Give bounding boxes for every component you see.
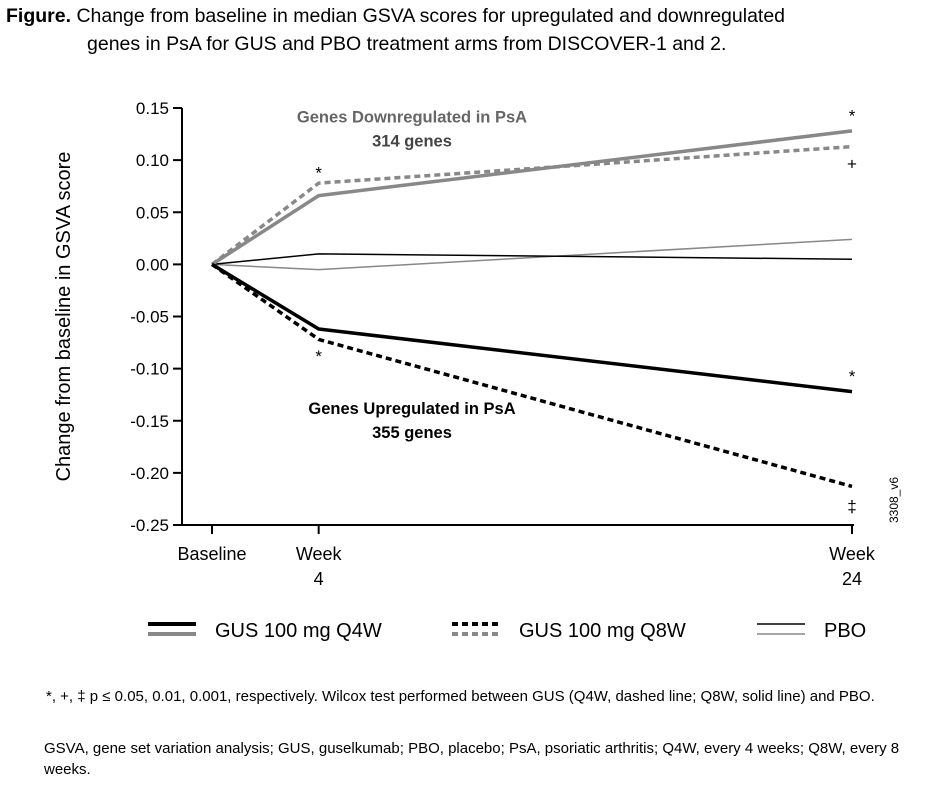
legend-swatch-pbo	[757, 623, 805, 635]
gsva-line-chart: 0.15 0.10 0.05 0.00 -0.05 -0.10 -0.15 -0.20 -0.2…	[53, 99, 901, 589]
series-line-down-gus-100-mg-q4w	[211, 129, 853, 266]
footnote-abbreviations: GSVA, gene set variation analysis; GUS, …	[44, 740, 900, 778]
y-tick-label: -0.05	[130, 308, 169, 327]
significance-mark: *	[315, 164, 322, 183]
y-tick-label: 0.05	[136, 203, 169, 222]
x-tick-label: Week	[296, 544, 343, 564]
legend-label-pbo: PBO	[824, 620, 867, 642]
figure-id-label: 3308_v6	[887, 477, 901, 523]
significance-mark: ‡	[847, 497, 856, 516]
caption-lead: Figure.	[6, 5, 72, 27]
significance-mark: *	[315, 347, 322, 366]
x-tick-label-sub: 4	[314, 569, 324, 589]
y-tick-label: 0.00	[136, 255, 169, 274]
significance-mark: +	[847, 154, 857, 173]
legend-item-q4w: GUS 100 mg Q4W	[148, 612, 382, 656]
caption-line2: genes in PsA for GUS and PBO treatment a…	[87, 33, 727, 55]
legend-item-q8w: GUS 100 mg Q8W	[452, 612, 686, 656]
y-tick-label: -0.25	[130, 516, 169, 535]
y-tick-label: -0.20	[130, 464, 169, 483]
series-line-up-pbo	[211, 253, 853, 266]
chart-annotation: Genes Upregulated in PsA	[308, 400, 515, 418]
x-tick-label-sub: 24	[842, 569, 862, 589]
legend-label-q8w: GUS 100 mg Q8W	[519, 620, 686, 642]
chart-legend: GUS 100 mg Q4W GUS 100 mg Q8W PBO	[0, 612, 945, 656]
legend-item-pbo: PBO	[757, 612, 866, 656]
y-tick-label: -0.10	[130, 360, 169, 379]
chart-annotation: Genes Downregulated in PsA	[297, 108, 527, 126]
footnote-significance: *, +, ‡ p ≤ 0.05, 0.01, 0.001, respectiv…	[46, 688, 875, 705]
y-tick-label: 0.10	[136, 151, 169, 170]
chart-annotation: 355 genes	[372, 424, 452, 442]
chart-annotation: 314 genes	[372, 132, 452, 150]
x-tick-label: Week	[829, 544, 876, 564]
legend-swatch-q8w	[452, 622, 500, 636]
significance-mark: *	[849, 106, 856, 125]
x-tick-label: Baseline	[177, 544, 246, 564]
caption-line1: Change from baseline in median GSVA scor…	[76, 5, 786, 27]
series-line-down-pbo	[211, 238, 853, 271]
figure-caption: Figure. Change from baseline in median G…	[6, 2, 936, 58]
y-axis-title: Change from baseline in GSVA score	[53, 152, 75, 482]
series-line-up-gus-100-mg-q8w	[210, 262, 853, 489]
significance-mark: *	[849, 367, 856, 386]
legend-swatch-q4w	[148, 622, 196, 636]
y-tick-label: -0.15	[130, 412, 169, 431]
legend-label-q4w: GUS 100 mg Q4W	[215, 620, 382, 642]
series-line-down-gus-100-mg-q8w	[210, 144, 853, 266]
y-tick-label: 0.15	[136, 99, 169, 118]
series-line-up-gus-100-mg-q4w	[211, 262, 853, 394]
